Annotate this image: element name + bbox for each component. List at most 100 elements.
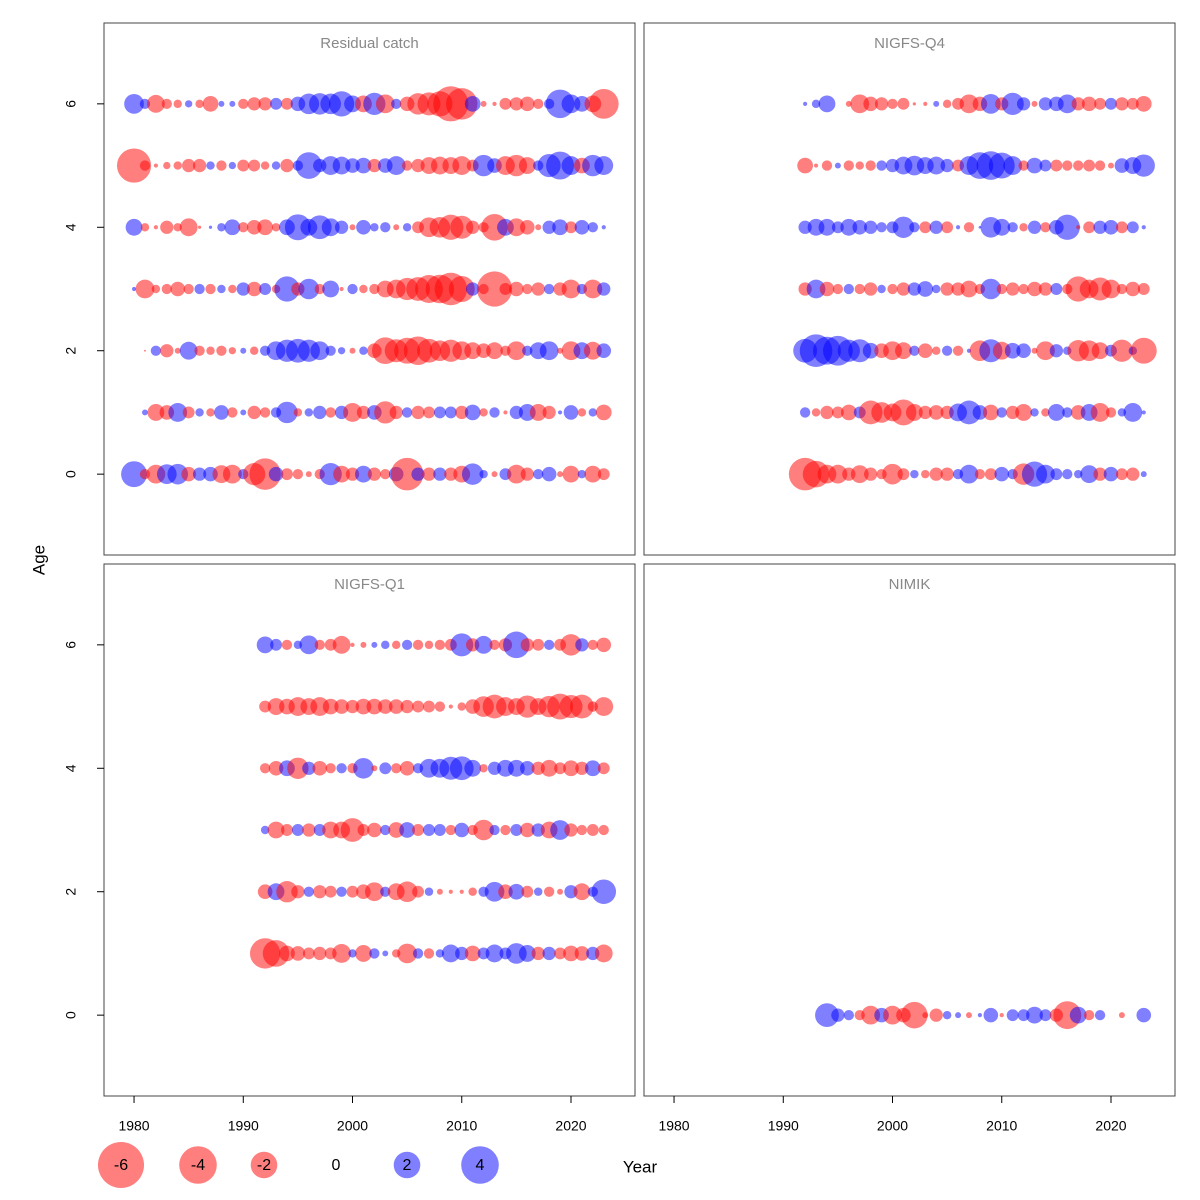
bubble [1036,341,1055,361]
bubble [360,641,367,648]
bubble [160,344,174,358]
bubble [322,698,339,715]
bubble [452,156,472,175]
bubble [533,469,544,480]
bubble [131,286,137,292]
bubble [864,467,878,481]
bubble [509,97,524,111]
bubble [862,342,879,359]
bubble [531,282,545,296]
bubble [347,283,358,295]
bubble [560,634,582,656]
bubble [905,404,923,421]
bubble [1015,404,1033,421]
x-tick-label: 2010 [446,1118,477,1134]
bubble [457,702,466,711]
bubble [302,947,315,960]
bubble [1041,408,1050,417]
panel-title: Residual catch [320,35,418,52]
bubble [153,225,158,230]
y-axis-label: Age [29,545,48,575]
bubble [380,886,391,897]
bubble [917,281,934,297]
bubble [520,96,535,112]
bubble [359,284,368,294]
bubble [312,761,328,776]
bubble [480,100,487,107]
bubble [907,282,922,296]
bubble [290,946,306,961]
bubble [262,940,290,967]
bubble [1103,466,1119,482]
bubble [260,161,270,170]
bubble [570,694,594,719]
bubble [910,469,919,479]
bubble [506,341,526,361]
legend-bubble [179,1146,217,1184]
bubble [392,640,401,650]
bubble [1016,343,1031,358]
bubble [522,283,533,295]
bubble [464,95,481,112]
bubble [455,946,469,961]
bubble [507,218,526,237]
bubble [940,282,954,296]
bubble [313,885,327,899]
bubble [959,464,979,484]
bubble [281,639,293,650]
bubble [228,347,236,355]
bubble [197,225,202,229]
bubble [831,221,844,234]
bubble [1126,467,1140,481]
bubble [247,97,261,111]
bubble [974,469,986,480]
bubble [388,699,404,714]
bubble [367,822,382,838]
bubble [1130,337,1157,364]
bubble [434,639,446,650]
bubble [267,698,285,715]
panel-frame [103,22,636,556]
x-tick-label: 2000 [877,1118,908,1134]
bubble [1001,92,1024,115]
bubble [832,283,844,295]
bubble [168,403,188,422]
bubble [984,468,997,481]
bubble [864,282,878,296]
bubble [562,465,580,483]
bubble [952,345,964,356]
bubble [298,278,320,300]
bubble [815,1003,839,1028]
bubble [153,163,158,168]
bubble [340,818,365,842]
bubble [818,218,836,236]
bubble [423,700,435,713]
bubble [325,763,336,774]
panel-frame [643,563,1176,1097]
bubble [435,949,445,958]
bubble [1027,220,1042,234]
bubble [332,944,351,963]
bubble [595,404,612,421]
bubble [972,405,988,420]
bubble [238,222,249,233]
bubble [864,220,878,234]
legend-label: 2 [403,1157,412,1174]
bubble [977,1013,983,1018]
bubble [321,218,340,237]
bubble [1026,157,1043,174]
bubble [506,464,526,484]
bubble [146,94,165,113]
bubble [355,945,372,962]
bubble [1091,342,1109,360]
bubble [369,948,380,959]
bubble [960,280,978,298]
bubble [367,158,382,173]
bubble [355,698,372,715]
bubble [369,283,380,295]
bubble [1057,94,1077,114]
bubble [299,635,319,655]
bubble [874,97,889,111]
bubble [276,401,298,424]
bubble [1018,160,1029,171]
